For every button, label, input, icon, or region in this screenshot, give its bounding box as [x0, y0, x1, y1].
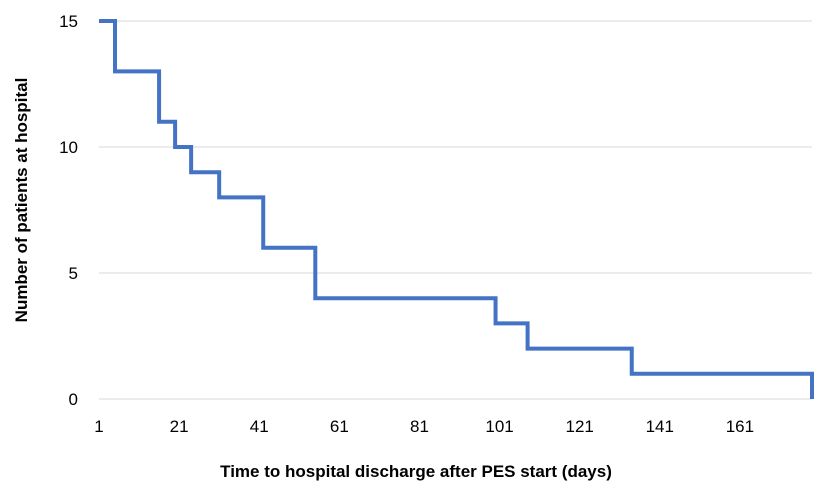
- x-tick-label: 41: [250, 417, 269, 436]
- y-axis-title: Number of patients at hospital: [12, 78, 31, 323]
- x-tick-label: 161: [726, 417, 754, 436]
- x-tick-label: 61: [330, 417, 349, 436]
- x-tick-label: 1: [94, 417, 103, 436]
- x-tick-label: 21: [170, 417, 189, 436]
- y-tick-label: 10: [59, 138, 78, 157]
- series-layer: [99, 19, 814, 399]
- x-tick-label: 101: [485, 417, 513, 436]
- x-axis-title: Time to hospital discharge after PES sta…: [220, 462, 612, 481]
- grid-layer: [99, 20, 812, 400]
- y-tick-label: 0: [69, 390, 78, 409]
- x-tick-label: 121: [565, 417, 593, 436]
- series-line: [99, 19, 814, 399]
- x-tick-label: 141: [646, 417, 674, 436]
- y-tick-label: 5: [69, 264, 78, 283]
- y-tick-label: 15: [59, 12, 78, 31]
- x-tick-label: 81: [410, 417, 429, 436]
